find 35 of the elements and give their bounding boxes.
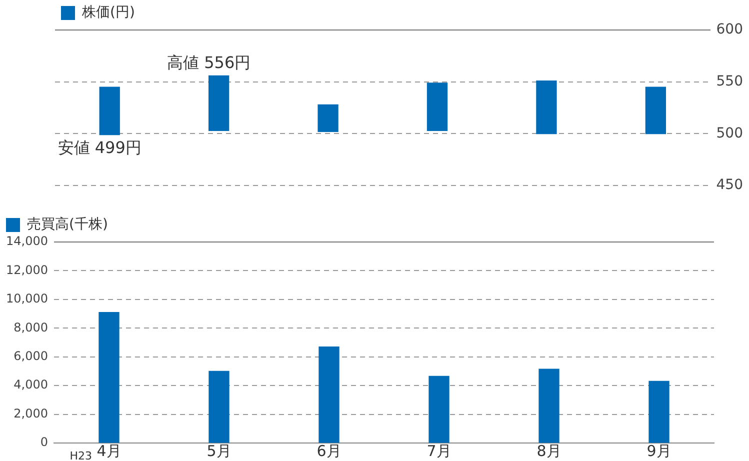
y-tick-label: 4,000	[14, 378, 48, 392]
annotation: 高値 556円	[167, 52, 251, 72]
text: H23	[70, 449, 92, 461]
legend-label: 株価(円)	[81, 4, 135, 21]
annotation: 安値 499円	[58, 138, 142, 157]
y-tick-label: 500	[716, 125, 744, 142]
x-tick-label: 8月	[536, 442, 562, 460]
bar	[536, 80, 557, 134]
bar	[318, 346, 340, 443]
y-tick-label: 8,000	[14, 320, 48, 334]
legend-label: 売買高(千株)	[27, 216, 108, 233]
bar	[648, 380, 670, 443]
x-tick-label: 7月	[426, 442, 452, 460]
bar	[98, 312, 120, 443]
x-tick-label: 5月	[206, 442, 232, 460]
y-tick-label: 14,000	[6, 234, 48, 248]
x-tick-label: 9月	[646, 442, 672, 460]
bar	[318, 104, 338, 132]
y-tick-label: 2,000	[14, 406, 48, 420]
bar	[645, 86, 666, 134]
bar	[426, 82, 448, 131]
x-tick-label: 6月	[316, 442, 342, 460]
y-tick-label: 12,000	[6, 262, 48, 277]
bar	[99, 86, 120, 136]
bar	[538, 368, 560, 443]
bar	[208, 370, 230, 443]
y-tick-label: 0	[40, 435, 48, 450]
x-tick-label: 4月	[96, 442, 122, 460]
y-tick-label: 6,000	[14, 348, 48, 363]
y-tick-label: 600	[716, 22, 744, 38]
bar	[428, 376, 450, 443]
bar	[208, 75, 230, 131]
y-tick-label: 450	[716, 177, 744, 194]
y-tick-label: 550	[716, 74, 744, 90]
y-tick-label: 10,000	[6, 292, 48, 306]
